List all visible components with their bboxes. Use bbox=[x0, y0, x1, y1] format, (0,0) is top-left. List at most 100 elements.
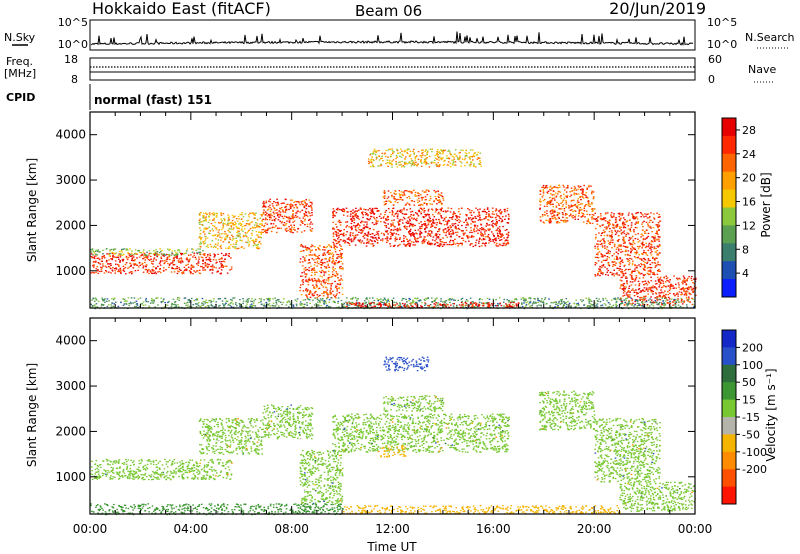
data-cell bbox=[383, 233, 385, 235]
data-cell bbox=[446, 221, 449, 223]
data-cell bbox=[420, 211, 422, 213]
data-cell bbox=[616, 224, 619, 226]
data-cell bbox=[190, 265, 193, 267]
data-cell bbox=[658, 238, 660, 240]
data-cell bbox=[384, 214, 386, 216]
data-cell bbox=[323, 246, 326, 248]
data-cell bbox=[550, 209, 552, 212]
data-cell bbox=[468, 164, 471, 166]
data-cell bbox=[482, 237, 485, 240]
data-cell bbox=[101, 267, 103, 269]
data-cell bbox=[678, 277, 680, 279]
data-cell bbox=[423, 191, 426, 193]
data-cell bbox=[632, 260, 634, 262]
data-cell bbox=[287, 229, 289, 232]
data-cell bbox=[350, 241, 353, 243]
data-cell bbox=[459, 157, 461, 159]
data-cell bbox=[614, 221, 617, 224]
data-cell bbox=[474, 244, 477, 247]
data-cell bbox=[600, 217, 602, 219]
data-cell bbox=[144, 268, 147, 271]
data-cell bbox=[255, 238, 257, 241]
data-cell bbox=[168, 264, 171, 266]
data-cell bbox=[649, 273, 651, 275]
data-cell bbox=[390, 229, 393, 231]
data-cell bbox=[221, 263, 223, 266]
data-cell bbox=[409, 150, 412, 152]
data-cell bbox=[682, 287, 684, 289]
data-cell bbox=[295, 212, 298, 214]
data-cell bbox=[629, 243, 632, 245]
data-cell bbox=[494, 210, 497, 212]
data-cell bbox=[383, 191, 385, 193]
data-cell bbox=[428, 155, 431, 158]
data-cell bbox=[605, 252, 608, 254]
data-cell bbox=[551, 193, 554, 196]
data-cell bbox=[631, 298, 634, 300]
data-cell bbox=[655, 247, 657, 250]
data-cell bbox=[562, 216, 564, 218]
data-cell bbox=[398, 227, 401, 229]
data-cell bbox=[325, 302, 327, 304]
data-cell bbox=[187, 263, 189, 265]
data-cell bbox=[220, 263, 222, 265]
data-cell bbox=[320, 264, 323, 266]
data-cell bbox=[659, 281, 662, 283]
data-cell bbox=[623, 230, 626, 232]
data-cell bbox=[335, 208, 338, 210]
data-cell bbox=[314, 261, 316, 264]
data-cell bbox=[348, 244, 351, 246]
data-cell bbox=[631, 264, 634, 266]
data-cell bbox=[234, 221, 236, 223]
data-cell bbox=[594, 227, 597, 230]
data-cell bbox=[425, 226, 427, 228]
data-cell bbox=[598, 232, 600, 234]
data-cell bbox=[316, 297, 319, 299]
data-cell bbox=[652, 273, 654, 275]
data-cell bbox=[549, 202, 552, 204]
data-cell bbox=[437, 195, 439, 197]
data-cell bbox=[667, 302, 670, 304]
data-cell bbox=[628, 296, 630, 298]
data-cell bbox=[690, 279, 693, 282]
data-cell bbox=[434, 234, 436, 236]
data-cell bbox=[332, 228, 334, 230]
data-cell bbox=[611, 232, 613, 234]
data-cell bbox=[543, 205, 546, 207]
data-cell bbox=[622, 231, 624, 233]
data-cell bbox=[352, 209, 354, 211]
data-cell bbox=[630, 303, 632, 305]
data-cell bbox=[334, 251, 337, 253]
data-cell bbox=[488, 239, 490, 242]
data-cell bbox=[643, 284, 645, 286]
data-cell bbox=[647, 223, 649, 225]
data-cell bbox=[495, 222, 498, 224]
data-cell bbox=[650, 291, 653, 293]
data-cell bbox=[164, 254, 167, 256]
data-cell bbox=[621, 259, 624, 261]
data-cell bbox=[419, 204, 421, 206]
data-cell bbox=[388, 227, 390, 229]
data-cell bbox=[283, 224, 285, 227]
data-cell bbox=[477, 232, 479, 234]
data-cell bbox=[212, 259, 215, 261]
data-cell bbox=[224, 231, 226, 233]
data-cell bbox=[375, 151, 377, 153]
data-cell bbox=[423, 202, 426, 204]
data-cell bbox=[436, 149, 439, 151]
data-cell bbox=[380, 163, 382, 165]
data-cell bbox=[597, 273, 599, 275]
data-cell bbox=[247, 237, 249, 239]
data-cell bbox=[646, 217, 649, 219]
data-cell bbox=[453, 153, 456, 155]
data-cell bbox=[120, 272, 122, 274]
data-cell bbox=[665, 293, 667, 296]
data-cell bbox=[544, 211, 546, 213]
data-cell bbox=[199, 251, 201, 253]
data-cell bbox=[237, 227, 239, 230]
data-cell bbox=[431, 225, 433, 227]
data-cell bbox=[608, 265, 611, 267]
data-cell bbox=[367, 231, 370, 233]
data-cell bbox=[388, 200, 390, 202]
data-cell bbox=[685, 297, 688, 299]
